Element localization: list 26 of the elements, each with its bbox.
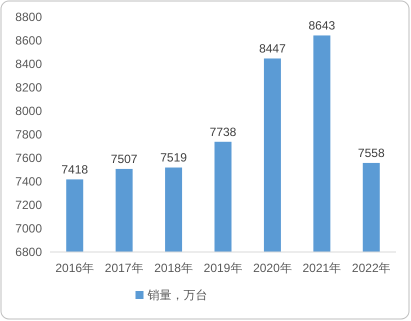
y-tick-label: 7600 — [15, 151, 42, 165]
data-label: 8643 — [308, 18, 336, 32]
y-tick-label: 8800 — [15, 10, 42, 24]
y-tick-label: 7000 — [15, 222, 42, 236]
x-tick-label: 2019年 — [204, 261, 242, 275]
x-tick-label: 2016年 — [55, 261, 94, 275]
x-tick-label: 2017年 — [104, 261, 144, 275]
data-label: 7507 — [110, 152, 138, 166]
x-tick-label: 2021年 — [302, 261, 342, 275]
data-label: 7738 — [210, 124, 237, 139]
y-tick-label: 8600 — [15, 34, 42, 48]
y-tick-label: 7200 — [15, 198, 42, 212]
x-tick-label: 2018年 — [154, 261, 193, 275]
data-label: 7418 — [61, 162, 88, 176]
y-tick-label: 6800 — [15, 245, 42, 259]
legend-label: 销量，万台 — [146, 288, 208, 302]
y-tick-label: 8000 — [15, 104, 42, 118]
y-tick-label: 8400 — [15, 57, 42, 71]
y-tick-label: 7400 — [15, 174, 42, 188]
y-tick-label: 7800 — [15, 128, 42, 142]
y-tick-label: 8200 — [15, 80, 42, 94]
data-label: 8447 — [259, 41, 286, 56]
data-label: 7558 — [358, 146, 385, 160]
x-tick-label: 2020年 — [253, 261, 292, 275]
x-tick-label: 2022年 — [352, 261, 391, 275]
data-label: 7519 — [160, 150, 188, 165]
